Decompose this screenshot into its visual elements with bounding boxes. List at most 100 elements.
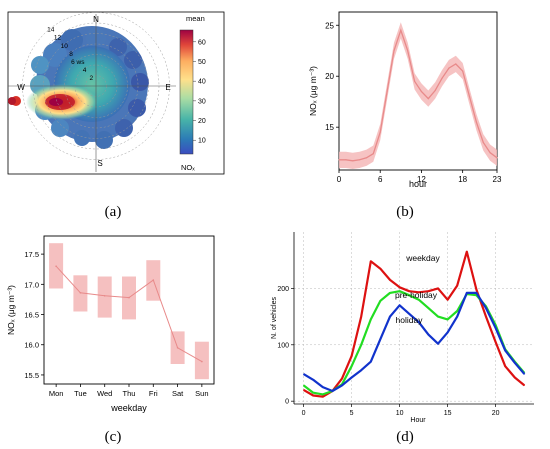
x-tick-label: 0: [337, 175, 342, 184]
colorbar-tick-label: 10: [198, 138, 206, 145]
x-tick-label: 10: [396, 410, 404, 417]
panel-d-plot: [302, 250, 526, 398]
series-line-holiday: [303, 291, 526, 393]
x-tick-label: Mon: [49, 389, 64, 398]
data-point-holiday: [399, 304, 401, 306]
polar-plot-area: [8, 12, 176, 172]
panel-b-hourly-chart: 0 6 12 18 23 15 20 25 hour NOₓ (μg m⁻³): [308, 11, 502, 189]
data-point-weekday: [485, 316, 487, 318]
y-tick-label: 15.5: [24, 371, 39, 380]
data-point-weekday: [504, 365, 506, 367]
data-point-pre-holiday: [456, 310, 458, 312]
data-point-holiday: [360, 369, 362, 371]
data-point: [462, 70, 464, 72]
series-label-weekday: weekday: [405, 253, 440, 263]
y-tick-label: 0: [285, 399, 289, 406]
data-point-weekday: [408, 290, 410, 292]
data-point: [414, 80, 416, 82]
series-label-pre-holiday: pre-holiday: [395, 290, 438, 300]
data-point-holiday: [514, 362, 516, 364]
compass-east: E: [165, 83, 170, 92]
ring-label: 2: [89, 75, 93, 82]
data-point: [128, 296, 130, 299]
data-point: [427, 98, 429, 100]
x-tick-label: Tue: [74, 389, 87, 398]
panel-c-xlabel: weekday: [110, 403, 147, 413]
data-point-pre-holiday: [370, 318, 372, 320]
x-tick-label: 23: [493, 175, 502, 184]
colorbar: [179, 29, 194, 155]
data-point-holiday: [475, 292, 477, 294]
data-point: [201, 360, 203, 363]
x-tick-label: 5: [350, 410, 354, 417]
data-point-holiday: [418, 321, 420, 323]
data-point-pre-holiday: [418, 299, 420, 301]
data-point-pre-holiday: [447, 318, 449, 320]
data-point-pre-holiday: [427, 307, 429, 309]
data-point-pre-holiday: [303, 384, 305, 386]
data-point-holiday: [331, 390, 333, 392]
data-point-weekday: [475, 289, 477, 290]
y-tick-label: 16.5: [24, 311, 39, 320]
data-point-holiday: [370, 361, 372, 363]
data-point: [103, 295, 106, 297]
x-tick-label: Thu: [123, 389, 136, 398]
colorbar-ticks: 10 20 30 40 50 60: [193, 39, 206, 145]
panel-c-axes: Mon Tue Wed Thu Fri Sat Sun 15.5 16.0 16.5 17.0 17.…: [24, 250, 208, 398]
colorbar-title: mean: [186, 14, 205, 23]
data-point-holiday: [523, 373, 525, 375]
caption-a: (a): [105, 204, 122, 220]
data-point-weekday: [427, 290, 429, 292]
compass-north: N: [93, 15, 99, 24]
data-point: [372, 153, 374, 155]
data-point: [379, 131, 381, 133]
data-point-holiday: [312, 379, 314, 381]
y-tick-label: 17.0: [24, 280, 39, 289]
data-point-pre-holiday: [399, 290, 401, 292]
data-point: [420, 90, 422, 93]
series-line: [339, 28, 498, 162]
panel-b-xlabel: hour: [409, 179, 427, 189]
data-point-pre-holiday: [360, 344, 362, 346]
panel-c-weekday-chart: Mon Tue Wed Thu Fri Sat Sun 15.5 16.0 16.5 17.0 17.…: [6, 235, 215, 413]
series-label-holiday: holiday: [396, 315, 424, 325]
data-point-weekday: [379, 268, 381, 270]
data-point: [393, 50, 395, 52]
data-point-holiday: [495, 327, 497, 329]
data-point: [496, 157, 498, 159]
data-point-weekday: [456, 285, 458, 287]
panel-b-ylabel: NOₓ (μg m⁻³): [308, 66, 318, 116]
data-point: [79, 292, 82, 294]
data-point-pre-holiday: [351, 365, 353, 367]
x-tick-label: 6: [378, 175, 383, 184]
panel-d-xlabel: Hour: [410, 417, 426, 424]
data-point-holiday: [408, 313, 410, 315]
data-point: [475, 121, 477, 123]
x-tick-label: 12: [417, 175, 426, 184]
caption-b: (b): [396, 204, 414, 220]
x-tick-label: 20: [492, 410, 500, 417]
ring-label: 10: [61, 43, 69, 50]
data-point-weekday: [351, 355, 353, 357]
y-tick-label: 100: [277, 342, 289, 349]
x-tick-label: Wed: [97, 389, 112, 398]
data-point-weekday: [514, 377, 516, 378]
compass-south: S: [97, 159, 102, 168]
data-point: [455, 63, 457, 65]
x-tick-label: Fri: [149, 389, 158, 398]
data-point: [55, 265, 57, 268]
data-point-pre-holiday: [312, 392, 314, 394]
compass-west: W: [17, 83, 25, 92]
ring-label: 6 ws: [71, 59, 85, 66]
y-tick-label: 15: [325, 123, 334, 132]
data-point-holiday: [427, 334, 429, 336]
y-tick-label: 16.0: [24, 341, 39, 350]
data-point-holiday: [303, 373, 305, 375]
interval-box: [97, 276, 112, 318]
data-point: [434, 89, 436, 92]
y-tick-label: 20: [325, 72, 334, 81]
data-point-holiday: [437, 343, 439, 345]
data-point: [365, 157, 368, 159]
